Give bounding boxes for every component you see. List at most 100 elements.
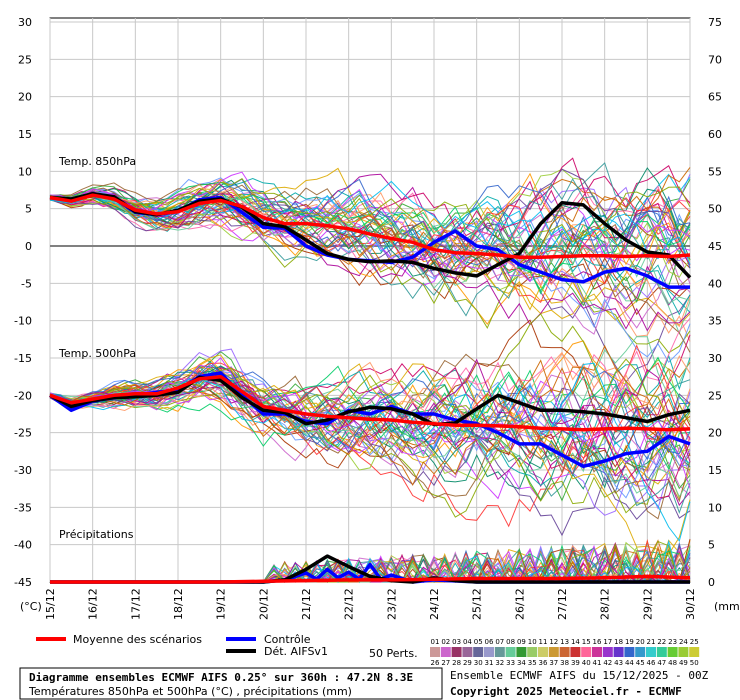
- y-right-tick: 30: [708, 352, 722, 365]
- y-right-tick: 20: [708, 427, 722, 440]
- series-precip-mean: [50, 574, 691, 584]
- member-t500: [49, 354, 691, 555]
- member-number: 49: [679, 659, 688, 667]
- member-swatch: [602, 647, 613, 657]
- member-number: 10: [528, 638, 537, 646]
- y-right-tick: 75: [708, 16, 722, 29]
- member-number: 12: [549, 638, 558, 646]
- member-number: 32: [495, 659, 504, 667]
- member-number: 45: [636, 659, 645, 667]
- member-swatch: [613, 647, 624, 657]
- series-t850-mean: [49, 193, 691, 259]
- y-left-tick: -10: [14, 315, 32, 328]
- axis-ticks: 302520151050-5-10-15-20-25-30-35-40-4575…: [14, 16, 722, 620]
- member-number: 26: [431, 659, 440, 667]
- member-swatch: [527, 647, 538, 657]
- y-left-tick: -35: [14, 501, 32, 514]
- series-t500-mean: [49, 374, 691, 432]
- member-number: 42: [603, 659, 612, 667]
- y-right-tick: 55: [708, 165, 722, 178]
- y-right-tick: 10: [708, 501, 722, 514]
- member-t850: [49, 171, 691, 283]
- y-right-tick: 65: [708, 91, 722, 104]
- footer-run: Ensemble ECMWF AIFS du 15/12/2025 - 00Z: [450, 669, 709, 682]
- member-number: 40: [582, 659, 591, 667]
- member-swatch: [667, 647, 678, 657]
- footer-copyright: Copyright 2025 Meteociel.fr - ECMWF: [450, 685, 682, 698]
- y-left-tick: -15: [14, 352, 32, 365]
- member-number: 50: [690, 659, 699, 667]
- y-left-tick: 20: [18, 91, 32, 104]
- x-date-tick: 24/12: [428, 588, 441, 620]
- legend-mean-label: Moyenne des scénarios: [73, 633, 202, 646]
- member-swatch: [559, 647, 570, 657]
- y-right-tick: 40: [708, 277, 722, 290]
- legend-det-label: Dét. AIFSv1: [264, 645, 328, 658]
- member-number: 28: [452, 659, 461, 667]
- y-left-tick: 5: [25, 203, 32, 216]
- member-swatch: [570, 647, 581, 657]
- y-right-tick: 25: [708, 389, 722, 402]
- member-number: 11: [539, 638, 548, 646]
- member-swatch: [635, 647, 646, 657]
- unit-right: (mm): [714, 600, 740, 613]
- member-number: 41: [593, 659, 602, 667]
- y-right-tick: 0: [708, 576, 715, 589]
- member-t850: [49, 178, 691, 270]
- y-right-tick: 35: [708, 315, 722, 328]
- member-number: 18: [614, 638, 623, 646]
- y-right-tick: 45: [708, 240, 722, 253]
- member-t850: [49, 167, 691, 271]
- member-swatch: [656, 647, 667, 657]
- label-t500: Temp. 500hPa: [58, 347, 136, 360]
- member-t850: [49, 180, 691, 265]
- main-series: [48, 191, 692, 584]
- member-number: 24: [679, 638, 688, 646]
- y-right-tick: 5: [708, 539, 715, 552]
- y-left-tick: -40: [14, 539, 32, 552]
- member-number: 47: [657, 659, 666, 667]
- member-swatch: [581, 647, 592, 657]
- member-swatch: [494, 647, 505, 657]
- y-left-tick: 30: [18, 16, 32, 29]
- member-number: 46: [647, 659, 656, 667]
- member-t850: [49, 178, 691, 265]
- member-number: 17: [603, 638, 612, 646]
- member-number: 06: [485, 638, 494, 646]
- y-right-tick: 50: [708, 203, 722, 216]
- member-number: 36: [539, 659, 548, 667]
- x-date-tick: 25/12: [471, 588, 484, 620]
- member-number: 07: [495, 638, 504, 646]
- x-date-tick: 15/12: [44, 588, 57, 620]
- x-date-tick: 28/12: [599, 588, 612, 620]
- member-t850: [49, 189, 691, 335]
- legend-control-label: Contrôle: [264, 633, 311, 646]
- y-left-tick: 15: [18, 128, 32, 141]
- member-number: 05: [474, 638, 483, 646]
- x-date-tick: 23/12: [385, 588, 398, 620]
- x-date-tick: 21/12: [300, 588, 313, 620]
- member-t500: [49, 366, 691, 537]
- unit-left: (°C): [20, 600, 42, 613]
- member-number: 29: [463, 659, 472, 667]
- member-swatch: [516, 647, 527, 657]
- member-number: 27: [441, 659, 450, 667]
- y-right-tick: 60: [708, 128, 722, 141]
- member-t850: [49, 188, 691, 354]
- member-number: 19: [625, 638, 634, 646]
- x-date-tick: 20/12: [257, 588, 270, 620]
- x-date-tick: 22/12: [343, 588, 356, 620]
- member-swatch: [430, 647, 440, 657]
- member-t500: [49, 344, 691, 486]
- x-date-tick: 27/12: [556, 588, 569, 620]
- member-number: 16: [593, 638, 602, 646]
- footer-title: Diagramme ensembles ECMWF AIFS 0.25° sur…: [29, 671, 413, 684]
- member-number: 20: [636, 638, 645, 646]
- y-right-tick: 15: [708, 464, 722, 477]
- x-date-tick: 16/12: [87, 588, 100, 620]
- member-swatch: [592, 647, 602, 657]
- x-date-tick: 29/12: [641, 588, 654, 620]
- member-t850: [49, 194, 691, 305]
- y-left-tick: 0: [25, 240, 32, 253]
